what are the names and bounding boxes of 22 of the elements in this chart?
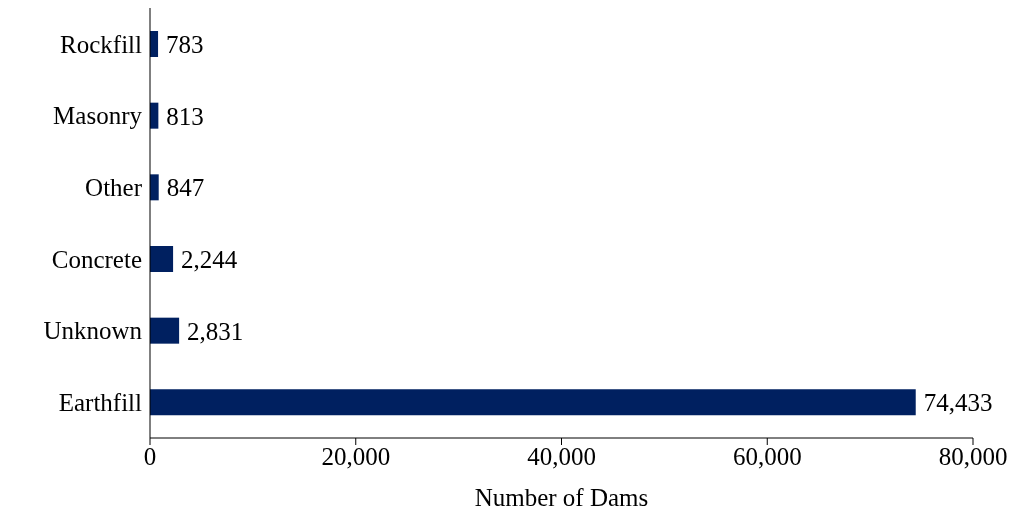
- y-tick-label: Unknown: [43, 317, 143, 345]
- bar: [150, 389, 916, 416]
- x-tick-label: 40,000: [527, 442, 596, 470]
- y-tick-label: Concrete: [51, 245, 142, 273]
- data-label: 783: [166, 30, 204, 58]
- data-label: 813: [166, 102, 204, 130]
- bar: [150, 317, 180, 344]
- data-label: 847: [166, 174, 205, 202]
- x-axis-title: Number of Dams: [474, 483, 649, 511]
- x-tick-label: 60,000: [732, 442, 802, 470]
- y-tick-label: Rockfill: [60, 30, 143, 58]
- x-tick-label: 20,000: [321, 442, 391, 470]
- data-label: 2,831: [187, 317, 244, 345]
- y-tick-label: Other: [85, 174, 143, 202]
- x-tick-label: 80,000: [938, 442, 1008, 470]
- y-tick-label: Earthfill: [58, 389, 143, 417]
- data-label: 74,433: [923, 389, 993, 417]
- x-tick-label: 0: [143, 442, 157, 470]
- bar: [150, 246, 174, 272]
- y-tick-label: Masonry: [53, 102, 143, 130]
- bar: [150, 174, 159, 201]
- data-label: 2,244: [181, 245, 238, 273]
